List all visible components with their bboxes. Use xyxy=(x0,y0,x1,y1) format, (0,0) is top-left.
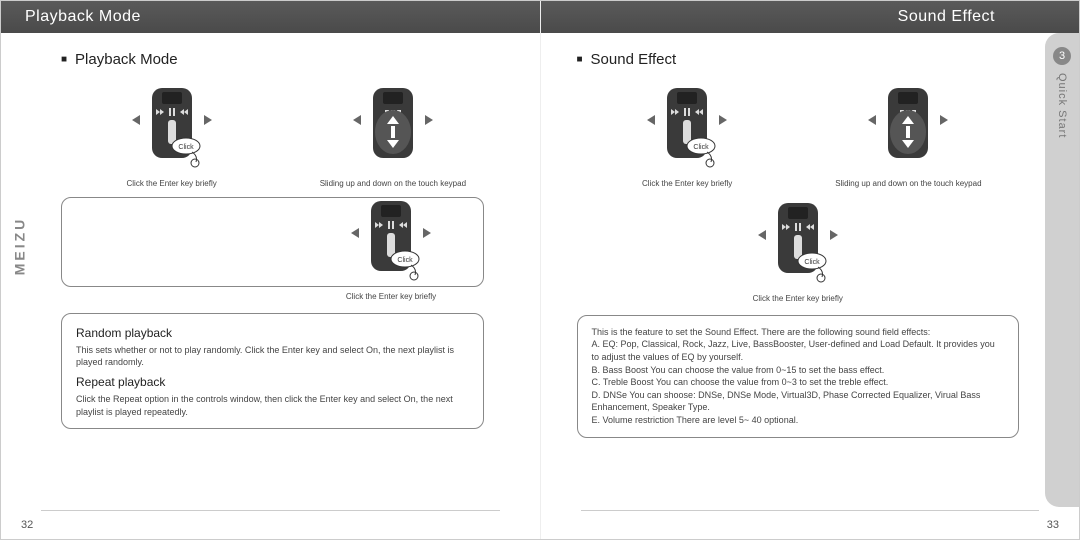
caption-r2: Sliding up and down on the touch keypad xyxy=(802,179,1014,189)
header-left: Playback Mode xyxy=(25,8,141,26)
svg-text:Click: Click xyxy=(178,144,194,151)
device-slide-1: Sliding up and down on the touch keypad xyxy=(287,80,499,189)
svg-text:Click: Click xyxy=(694,144,710,151)
sound-intro: This is the feature to set the Sound Eff… xyxy=(592,326,1005,339)
page-num-left: 32 xyxy=(21,519,33,531)
device-slide-r1: Sliding up and down on the touch keypad xyxy=(802,80,1014,189)
caption-r1: Click the Enter key briefly xyxy=(581,179,793,189)
caption-l1: Click the Enter key briefly xyxy=(65,179,277,189)
device-click-2: Click Click the Enter key briefly xyxy=(309,193,474,302)
header-right: Sound Effect xyxy=(898,8,995,26)
sound-a: A. EQ: Pop, Classical, Rock, Jazz, Live,… xyxy=(592,338,1005,363)
device-click-r2: Click Click the Enter key briefly xyxy=(577,195,1020,304)
section-title-left: Playback Mode xyxy=(61,51,504,68)
repeat-desc: Click the Repeat option in the controls … xyxy=(76,393,469,418)
sound-d: D. DNSe You can shoose: DNSe, DNSe Mode,… xyxy=(592,389,1005,414)
sound-e: E. Volume restriction There are level 5~… xyxy=(592,414,1005,427)
caption-l2: Sliding up and down on the touch keypad xyxy=(287,179,499,189)
repeat-title: Repeat playback xyxy=(76,373,469,391)
caption-r3: Click the Enter key briefly xyxy=(577,294,1020,304)
random-title: Random playback xyxy=(76,324,469,342)
svg-text:Click: Click xyxy=(804,259,820,266)
sound-c: C. Treble Boost You can choose the value… xyxy=(592,376,1005,389)
info-box-right: This is the feature to set the Sound Eff… xyxy=(577,315,1020,438)
page-num-right: 33 xyxy=(1047,519,1059,531)
device-click-1: Click Click the Enter key briefly xyxy=(65,80,277,189)
section-title-right: Sound Effect xyxy=(577,51,1020,68)
info-box-left: Random playback This sets whether or not… xyxy=(61,313,484,429)
random-desc: This sets whether or not to play randoml… xyxy=(76,344,469,369)
device-click-r1: Click Click the Enter key briefly xyxy=(581,80,793,189)
svg-text:Click: Click xyxy=(397,257,413,264)
sound-b: B. Bass Boost You can choose the value f… xyxy=(592,364,1005,377)
caption-l3: Click the Enter key briefly xyxy=(309,292,474,302)
